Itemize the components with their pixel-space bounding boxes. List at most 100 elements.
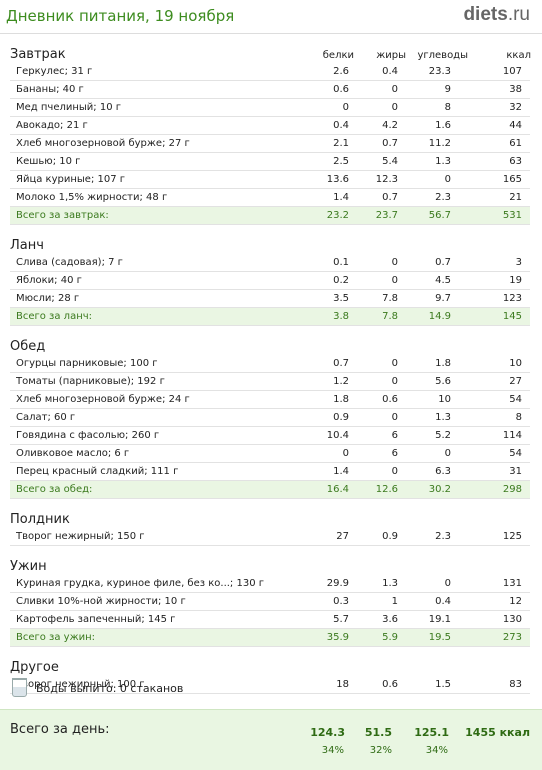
header: Дневник питания, 19 ноября diets.ru — [0, 0, 542, 34]
food-row[interactable]: Перец красный сладкий; 111 г 1.4 0 6.3 31 — [10, 463, 530, 481]
column-header-protein: белки — [322, 50, 354, 61]
food-row[interactable]: Салат; 60 г 0.9 0 1.3 8 — [10, 409, 530, 427]
kcal-value: 21 — [509, 192, 522, 203]
fat-value: 4.2 — [382, 120, 398, 131]
carbs-value: 0 — [444, 174, 451, 185]
food-row[interactable]: Яйца куриные; 107 г 13.6 12.3 0 165 — [10, 171, 530, 189]
section-title: Ужин — [10, 559, 47, 574]
total-carbs: 56.7 — [428, 210, 451, 221]
carbs-value: 2.3 — [435, 192, 451, 203]
food-row[interactable]: Хлеб многозерновой бурже; 24 г 1.8 0.6 10 54 — [10, 391, 530, 409]
food-name[interactable]: Огурцы парниковые; 100 г — [16, 358, 158, 369]
food-row[interactable]: Хлеб многозерновой бурже; 27 г 2.1 0.7 11.2… — [10, 135, 530, 153]
fat-value: 1 — [391, 596, 398, 607]
carbs-value: 1.3 — [435, 156, 451, 167]
section-header: Ужин — [0, 554, 542, 575]
kcal-value: 54 — [509, 448, 522, 459]
food-name[interactable]: Творог нежирный; 100 г — [16, 679, 145, 690]
protein-value: 2.1 — [333, 138, 349, 149]
food-row[interactable]: Мюсли; 28 г 3.5 7.8 9.7 123 — [10, 290, 530, 308]
food-name[interactable]: Мюсли; 28 г — [16, 293, 80, 304]
protein-value: 0.1 — [333, 257, 349, 268]
food-row[interactable]: Мед пчелиный; 10 г 0 0 8 32 — [10, 99, 530, 117]
carbs-value: 10 — [438, 394, 451, 405]
section-total-label: Всего за ланч: — [16, 311, 93, 322]
food-row[interactable]: Яблоки; 40 г 0.2 0 4.5 19 — [10, 272, 530, 290]
carbs-value: 19.1 — [428, 614, 451, 625]
column-header-fat: жиры — [376, 50, 406, 61]
carbs-value: 5.6 — [435, 376, 451, 387]
food-name[interactable]: Яблоки; 40 г — [16, 275, 82, 286]
food-row[interactable]: Куриная грудка, куриное филе, без ко...;… — [10, 575, 530, 593]
food-row[interactable]: Картофель запеченный; 145 г 5.7 3.6 19.1 130 — [10, 611, 530, 629]
fat-value: 0.7 — [382, 138, 398, 149]
protein-value: 10.4 — [326, 430, 349, 441]
food-name[interactable]: Куриная грудка, куриное филе, без ко...;… — [16, 578, 265, 589]
section-header: Полдник — [0, 507, 542, 528]
protein-value: 1.4 — [333, 192, 349, 203]
carbs-value: 0.7 — [435, 257, 451, 268]
kcal-value: 125 — [502, 531, 522, 542]
food-row[interactable]: Бананы; 40 г 0.6 0 9 38 — [10, 81, 530, 99]
protein-value: 13.6 — [326, 174, 349, 185]
protein-value: 0.3 — [333, 596, 349, 607]
food-row[interactable]: Сливки 10%-ной жирности; 10 г 0.3 1 0.4 12 — [10, 593, 530, 611]
kcal-value: 10 — [509, 358, 522, 369]
section-header: Ланч — [0, 233, 542, 254]
food-name[interactable]: Геркулес; 31 г — [16, 66, 93, 77]
protein-value: 0 — [342, 448, 349, 459]
carbs-value: 11.2 — [428, 138, 451, 149]
total-kcal: 298 — [502, 484, 522, 495]
section-total-label: Всего за обед: — [16, 484, 93, 495]
kcal-value: 32 — [509, 102, 522, 113]
food-name[interactable]: Картофель запеченный; 145 г — [16, 614, 176, 625]
food-name[interactable]: Говядина с фасолью; 260 г — [16, 430, 160, 441]
food-row[interactable]: Творог нежирный; 100 г 18 0.6 1.5 83 — [10, 676, 530, 694]
food-name[interactable]: Мед пчелиный; 10 г — [16, 102, 121, 113]
food-row[interactable]: Геркулес; 31 г 2.6 0.4 23.3 107 — [10, 63, 530, 81]
food-name[interactable]: Бананы; 40 г — [16, 84, 84, 95]
section-title: Завтрак — [10, 47, 66, 62]
food-name[interactable]: Яйца куриные; 107 г — [16, 174, 126, 185]
food-name[interactable]: Хлеб многозерновой бурже; 24 г — [16, 394, 190, 405]
food-name[interactable]: Молоко 1,5% жирности; 48 г — [16, 192, 168, 203]
section-title: Обед — [10, 339, 46, 354]
food-row[interactable]: Говядина с фасолью; 260 г 10.4 6 5.2 114 — [10, 427, 530, 445]
food-row[interactable]: Слива (садовая); 7 г 0.1 0 0.7 3 — [10, 254, 530, 272]
food-row[interactable]: Творог нежирный; 150 г 27 0.9 2.3 125 — [10, 528, 530, 546]
food-name[interactable]: Оливковое масло; 6 г — [16, 448, 130, 459]
food-row[interactable]: Молоко 1,5% жирности; 48 г 1.4 0.7 2.3 21 — [10, 189, 530, 207]
food-row[interactable]: Томаты (парниковые); 192 г 1.2 0 5.6 27 — [10, 373, 530, 391]
food-row[interactable]: Оливковое масло; 6 г 0 6 0 54 — [10, 445, 530, 463]
carbs-value: 1.5 — [435, 679, 451, 690]
day-protein-percent: 34% — [321, 745, 344, 756]
fat-value: 0.6 — [382, 679, 398, 690]
kcal-value: 83 — [509, 679, 522, 690]
food-name[interactable]: Творог нежирный; 150 г — [16, 531, 145, 542]
food-name[interactable]: Авокадо; 21 г — [16, 120, 88, 131]
food-name[interactable]: Слива (садовая); 7 г — [16, 257, 123, 268]
food-row[interactable]: Кешью; 10 г 2.5 5.4 1.3 63 — [10, 153, 530, 171]
food-row[interactable]: Авокадо; 21 г 0.4 4.2 1.6 44 — [10, 117, 530, 135]
kcal-value: 61 — [509, 138, 522, 149]
food-name[interactable]: Сливки 10%-ной жирности; 10 г — [16, 596, 186, 607]
fat-value: 6 — [391, 430, 398, 441]
total-carbs: 30.2 — [428, 484, 451, 495]
food-name[interactable]: Салат; 60 г — [16, 412, 76, 423]
food-row[interactable]: Огурцы парниковые; 100 г 0.7 0 1.8 10 — [10, 355, 530, 373]
protein-value: 29.9 — [326, 578, 349, 589]
total-kcal: 145 — [502, 311, 522, 322]
glass-icon[interactable] — [12, 678, 27, 697]
food-name[interactable]: Кешью; 10 г — [16, 156, 81, 167]
food-name[interactable]: Хлеб многозерновой бурже; 27 г — [16, 138, 190, 149]
fat-value: 7.8 — [382, 293, 398, 304]
food-name[interactable]: Томаты (парниковые); 192 г — [16, 376, 165, 387]
site-logo[interactable]: diets.ru — [463, 4, 530, 26]
fat-value: 0 — [391, 358, 398, 369]
food-name[interactable]: Перец красный сладкий; 111 г — [16, 466, 179, 477]
protein-value: 0.7 — [333, 358, 349, 369]
fat-value: 5.4 — [382, 156, 398, 167]
protein-value: 1.8 — [333, 394, 349, 405]
diary-content: Завтрак белки жиры углеводы ккал Геркулес; 31… — [0, 42, 542, 694]
total-protein: 23.2 — [326, 210, 349, 221]
